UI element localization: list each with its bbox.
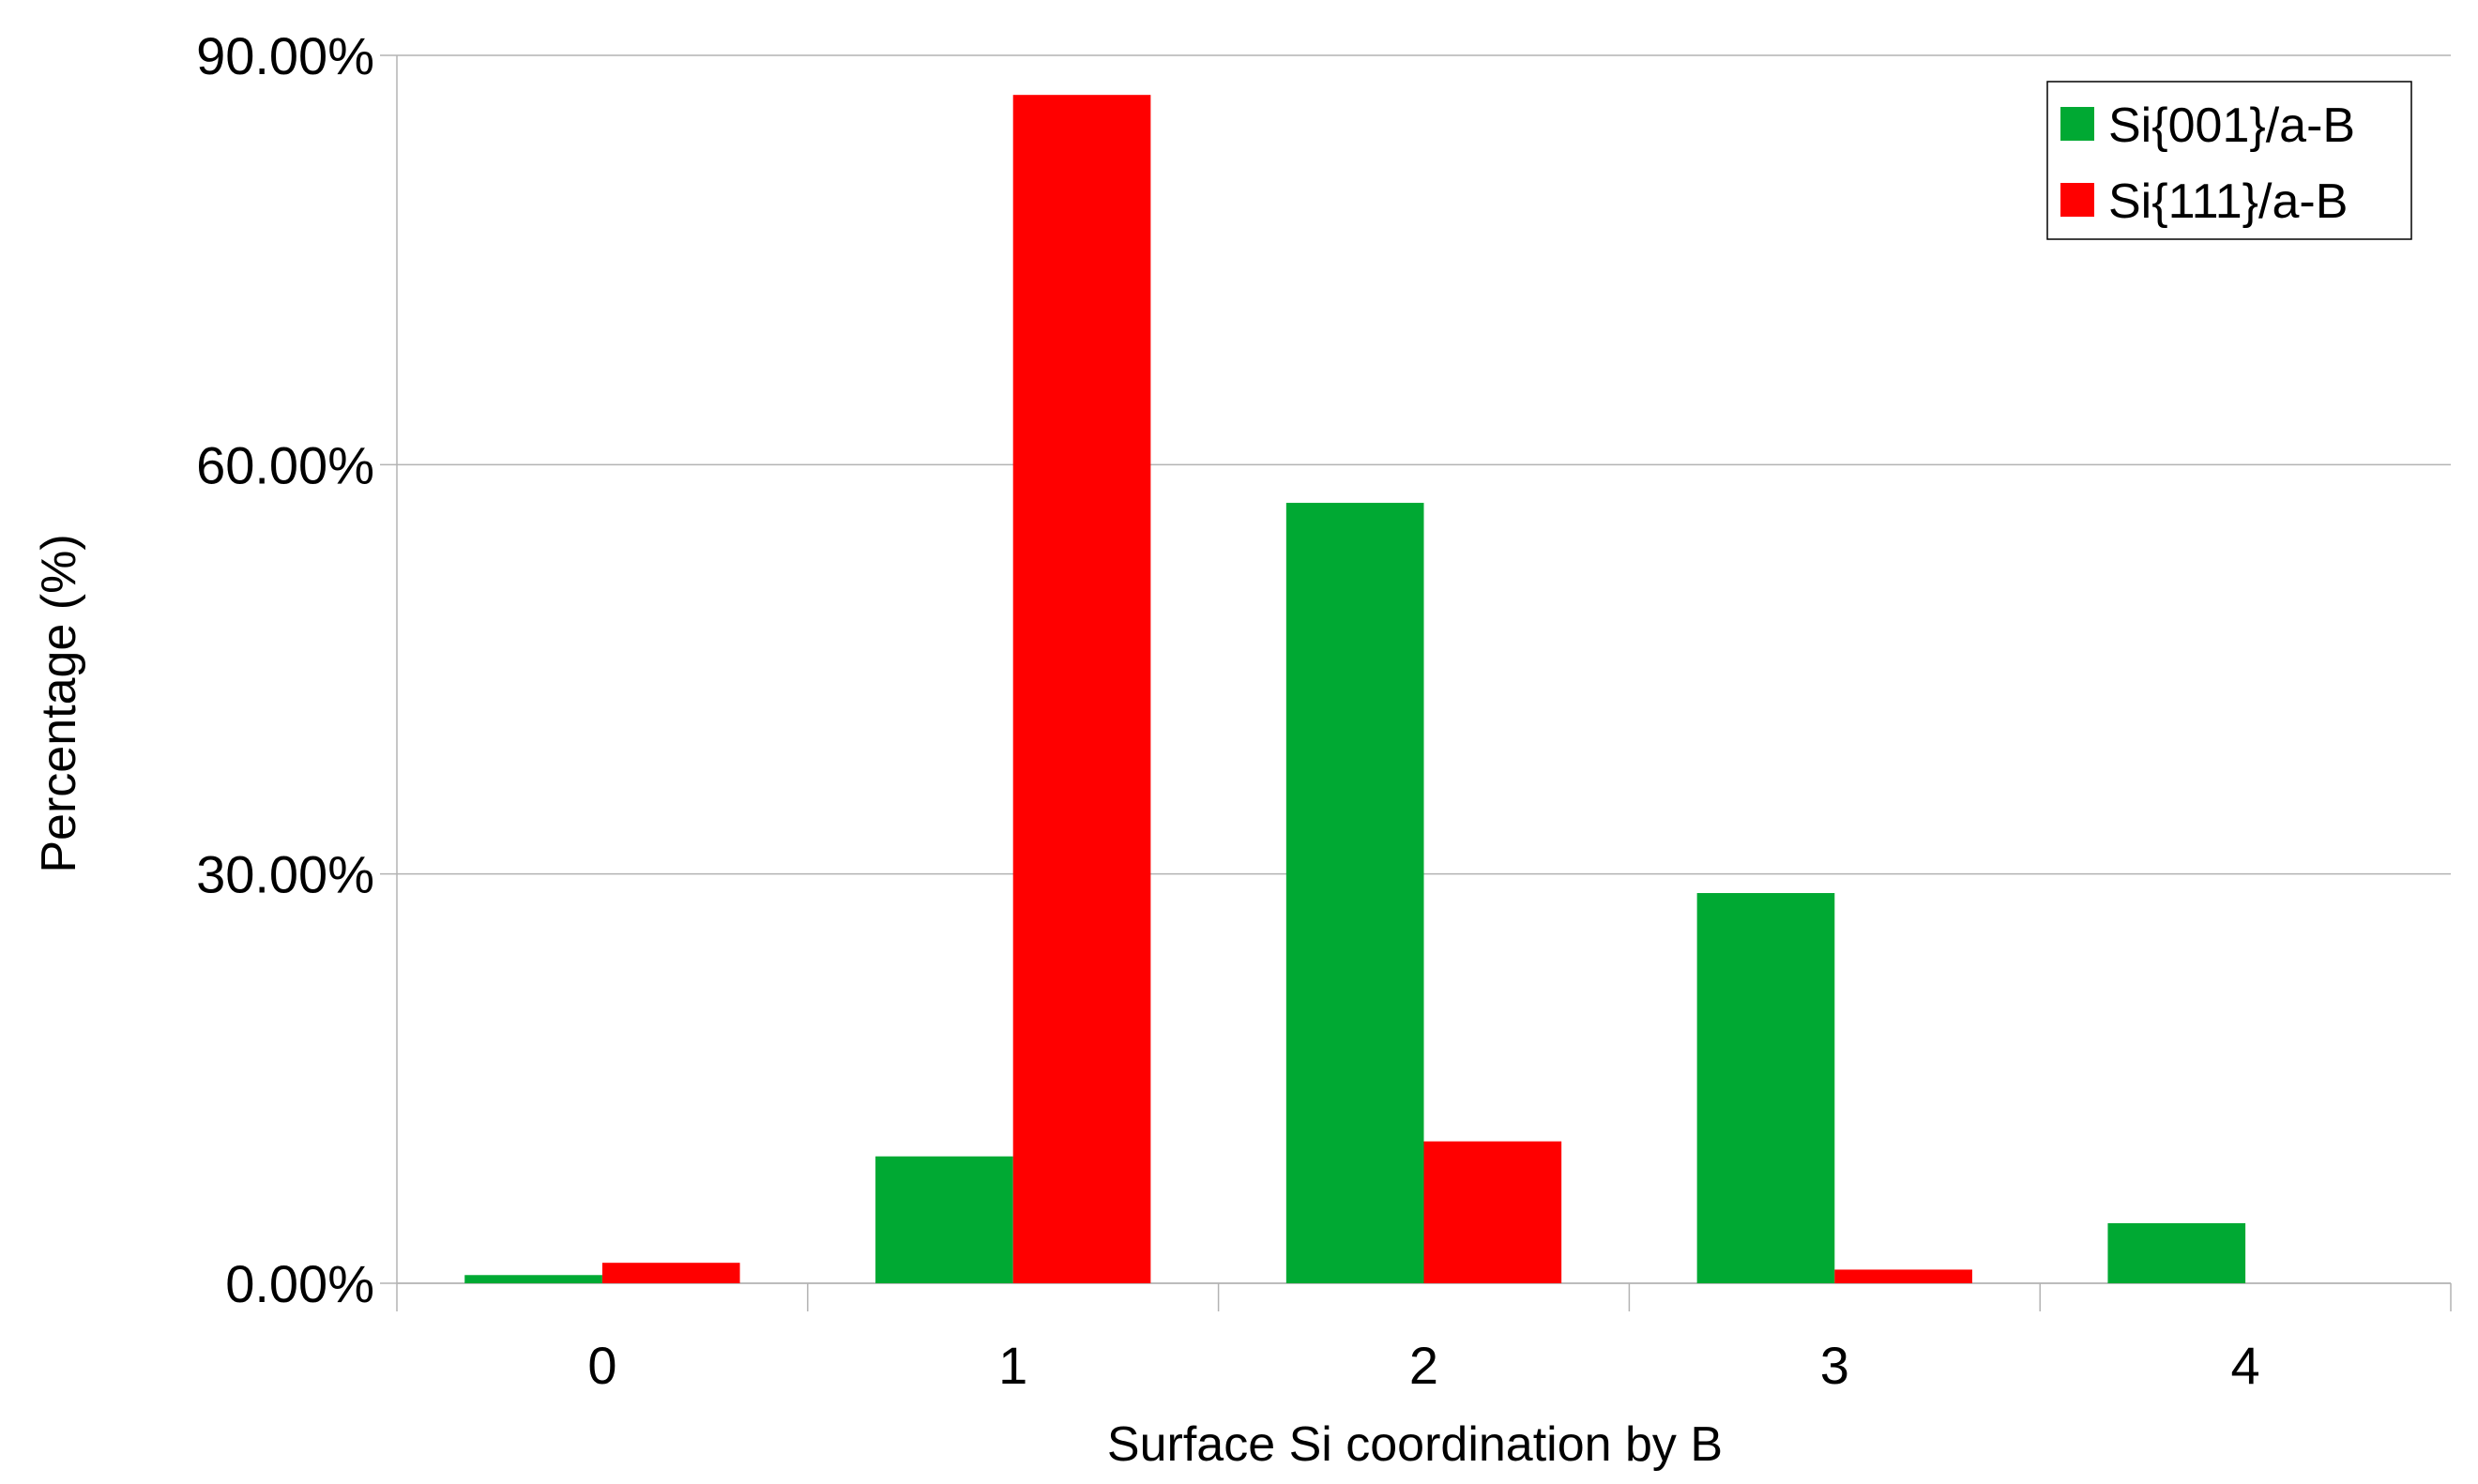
- legend-frame: [2046, 81, 2412, 240]
- y-tick-label: 90.00%: [196, 26, 374, 85]
- y-tick-label: 30.00%: [196, 845, 374, 904]
- legend-swatch-si001: [2060, 107, 2094, 141]
- x-tick-label: 0: [587, 1336, 616, 1395]
- legend-swatch-si111: [2060, 183, 2094, 217]
- x-tick-label: 3: [1820, 1336, 1849, 1395]
- bar-si111-1: [1012, 95, 1151, 1284]
- legend-label-si111: Si{111}/a-B: [2108, 174, 2348, 229]
- bar-si001-3: [1696, 893, 1835, 1283]
- x-axis-title: Surface Si coordination by B: [1107, 1417, 1723, 1472]
- y-tick-label: 0.00%: [225, 1254, 374, 1313]
- legend: Si{001}/a-B Si{111}/a-B: [2046, 81, 2412, 240]
- y-axis-title: Percentage (%): [32, 534, 86, 872]
- y-tick-label: 60.00%: [196, 435, 374, 494]
- bar-si001-1: [875, 1156, 1013, 1283]
- bar-si111-2: [1423, 1141, 1562, 1283]
- bars: [464, 95, 2246, 1284]
- bar-si001-4: [2107, 1223, 2246, 1283]
- legend-label-si001: Si{001}/a-B: [2108, 98, 2355, 153]
- bar-si111-0: [601, 1263, 740, 1283]
- x-tick-labels: 0 1 2 3 4: [587, 1336, 2259, 1395]
- bar-si001-0: [464, 1275, 602, 1283]
- x-tick-label: 4: [2231, 1336, 2260, 1395]
- bar-si001-2: [1285, 503, 1424, 1283]
- y-tick-labels: 0.00% 30.00% 60.00% 90.00%: [196, 26, 374, 1313]
- x-tick-label: 1: [998, 1336, 1027, 1395]
- x-tick-label: 2: [1409, 1336, 1438, 1395]
- bar-si111-3: [1834, 1269, 1972, 1283]
